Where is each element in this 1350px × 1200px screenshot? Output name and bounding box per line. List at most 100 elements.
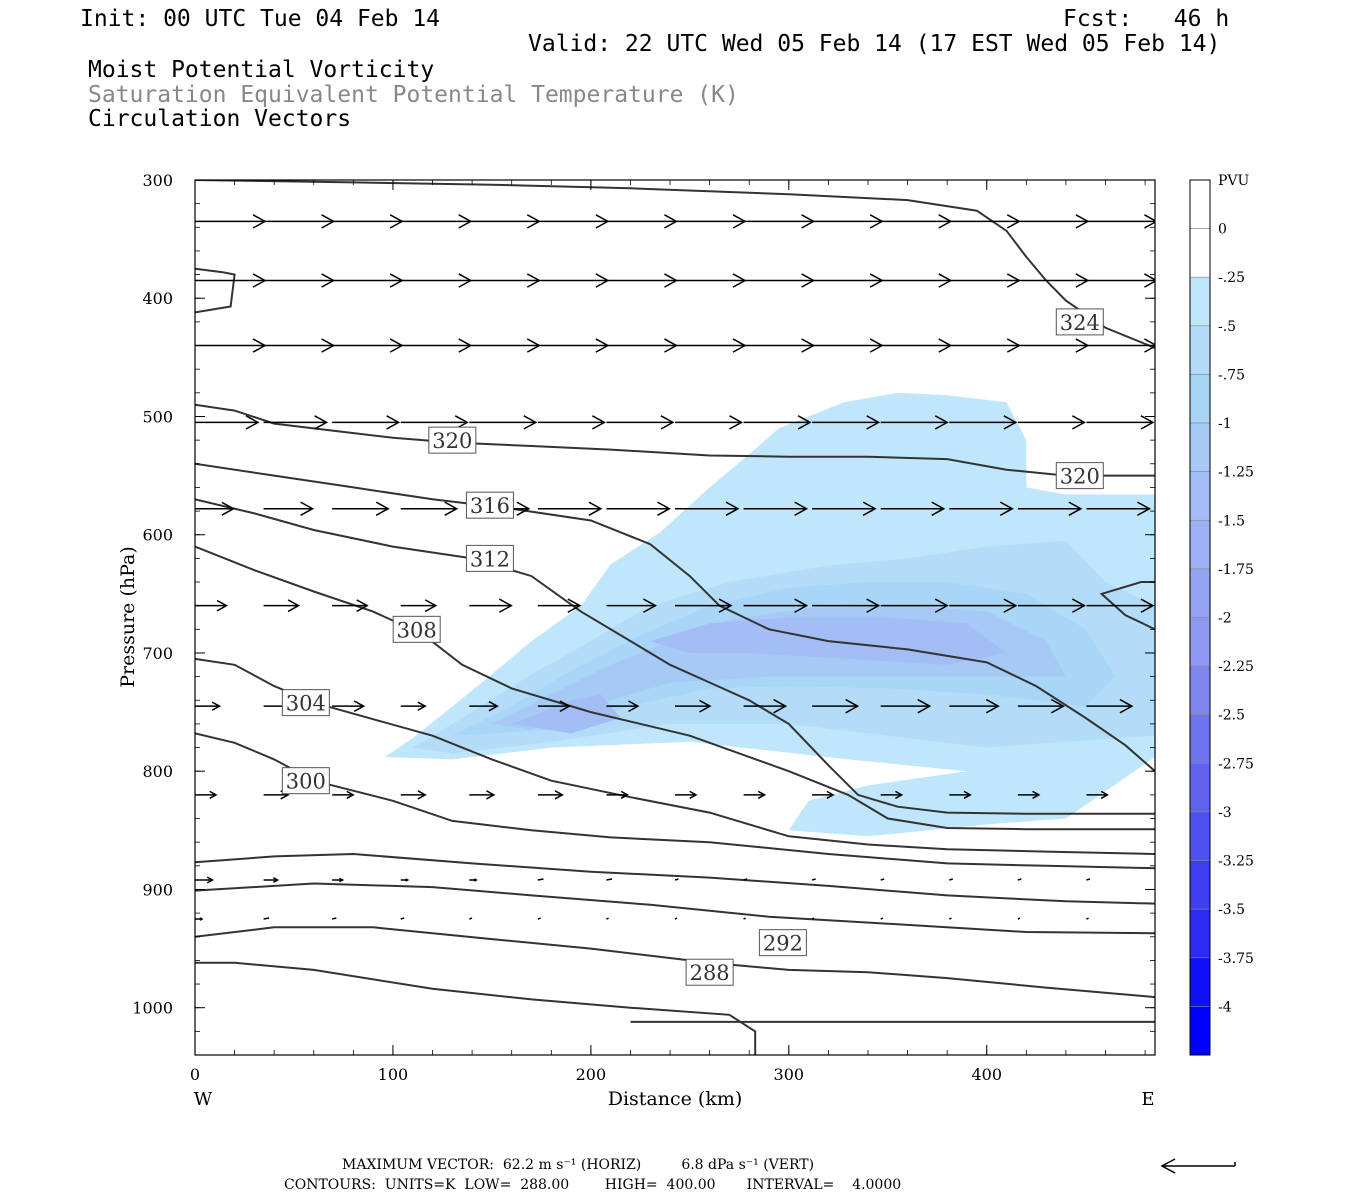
vector-stub (537, 878, 544, 881)
vector-head (866, 415, 881, 430)
vector-stub (880, 917, 884, 920)
vector-2-1 (263, 338, 336, 353)
field-title-pv: Moist Potential Vorticity (88, 57, 435, 83)
vector-head (999, 501, 1014, 516)
vector-head (386, 415, 401, 430)
colorbar-swatch (1189, 860, 1211, 910)
contour-label-6: 304 (286, 692, 326, 716)
vector-stub (606, 878, 613, 881)
vector-8-9 (811, 878, 816, 881)
colorbar-label: -3.25 (1218, 854, 1254, 870)
vector-head (567, 598, 582, 613)
vector-head (486, 790, 496, 800)
colorbar-swatch (1189, 617, 1211, 667)
vector-8-6 (606, 878, 613, 881)
vector-head (1140, 415, 1155, 430)
x-tick-label: 200 (576, 1065, 607, 1084)
vector-stub (1086, 878, 1091, 881)
vector-3-12 (1017, 415, 1086, 430)
vector-2-11 (949, 338, 1021, 353)
vector-6-7 (675, 699, 712, 713)
colorbar-label: -2 (1218, 611, 1232, 627)
x-tick-label: 100 (378, 1065, 409, 1084)
colorbar-label: -4 (1218, 999, 1232, 1015)
colorbar-label: -.5 (1218, 319, 1236, 335)
x-left-end-label: W (194, 1089, 213, 1110)
x-tick-label: 400 (971, 1065, 1002, 1084)
vector-6-12 (1017, 698, 1065, 714)
reference-vector-icon (1160, 1158, 1236, 1174)
vector-8-7 (674, 878, 679, 881)
vector-2-8 (743, 338, 816, 353)
vector-stub (674, 878, 679, 881)
vector-8-0 (195, 876, 215, 884)
vector-head (1144, 338, 1155, 353)
colorbar-swatch (1189, 714, 1211, 764)
vector-head (1003, 415, 1018, 430)
y-tick-label: 300 (142, 171, 173, 190)
vector-5-12 (1017, 598, 1086, 613)
vector-7-2 (332, 790, 355, 799)
vector-head (866, 598, 881, 613)
contour-info-note: CONTOURS: UNITS=K LOW= 288.00 HIGH= 400.… (284, 1177, 902, 1193)
vector-stub (949, 878, 953, 881)
vector-7-6 (606, 790, 629, 799)
vector-8-2 (332, 877, 345, 883)
vector-5-8 (743, 598, 809, 613)
vector-head (718, 598, 733, 613)
vector-5-6 (606, 598, 657, 613)
vector-stub (1017, 917, 1021, 920)
vector-3-7 (675, 415, 744, 430)
colorbar-swatch (1189, 811, 1211, 861)
vector-head (206, 876, 215, 884)
vector-3-2 (332, 415, 401, 430)
colorbar-swatch (1189, 228, 1211, 278)
vector-8-4 (469, 878, 478, 882)
vector-5-1 (263, 599, 301, 613)
colorbar-swatch (1189, 325, 1211, 375)
vector-head (773, 698, 788, 714)
vector-9-3 (400, 917, 405, 920)
vector-9-5 (537, 917, 541, 920)
vector-head (1050, 698, 1065, 714)
vector-head (826, 790, 835, 799)
vector-2-13 (1086, 338, 1155, 353)
contour-label-box-4 (465, 544, 514, 572)
vector-head (273, 877, 280, 883)
vector-head (917, 698, 932, 714)
vector-stub (743, 917, 746, 920)
vector-1-6 (606, 273, 678, 288)
pv-region-5 (511, 694, 621, 734)
vector-0-1 (263, 214, 336, 229)
colorbar-swatch (1189, 1006, 1211, 1056)
vector-head (985, 698, 1000, 714)
vector-4-5 (537, 501, 603, 516)
vector-2-4 (469, 338, 541, 353)
x-tick-label: 300 (774, 1065, 805, 1084)
contour-label-box-3 (465, 491, 514, 519)
vector-9-7 (674, 917, 678, 920)
axes: 300 400 500 600 700 800 900 1000 0 100 200 300 400 (132, 171, 1155, 1084)
vector-6-5 (537, 700, 571, 713)
vector-7-13 (1086, 790, 1109, 799)
vector-5-2 (332, 599, 369, 613)
vector-9-2 (331, 917, 337, 920)
vector-1-12 (1017, 273, 1090, 288)
vector-5-0 (195, 599, 229, 612)
vector-head (405, 878, 410, 882)
vector-head (300, 501, 315, 516)
vector-0-12 (1017, 214, 1090, 229)
vector-head (862, 501, 877, 516)
vector-head (346, 790, 355, 799)
vector-6-2 (332, 700, 366, 713)
vector-head (245, 415, 260, 430)
vector-6-13 (1086, 698, 1134, 714)
vector-head (1119, 698, 1134, 714)
vector-6-9 (812, 698, 860, 714)
colorbar-label: -.75 (1218, 367, 1245, 383)
vector-5-11 (949, 598, 1018, 613)
vector-head (729, 415, 744, 430)
vector-9-10 (880, 917, 884, 920)
vector-stub (674, 917, 678, 920)
vector-stub (1086, 917, 1089, 920)
